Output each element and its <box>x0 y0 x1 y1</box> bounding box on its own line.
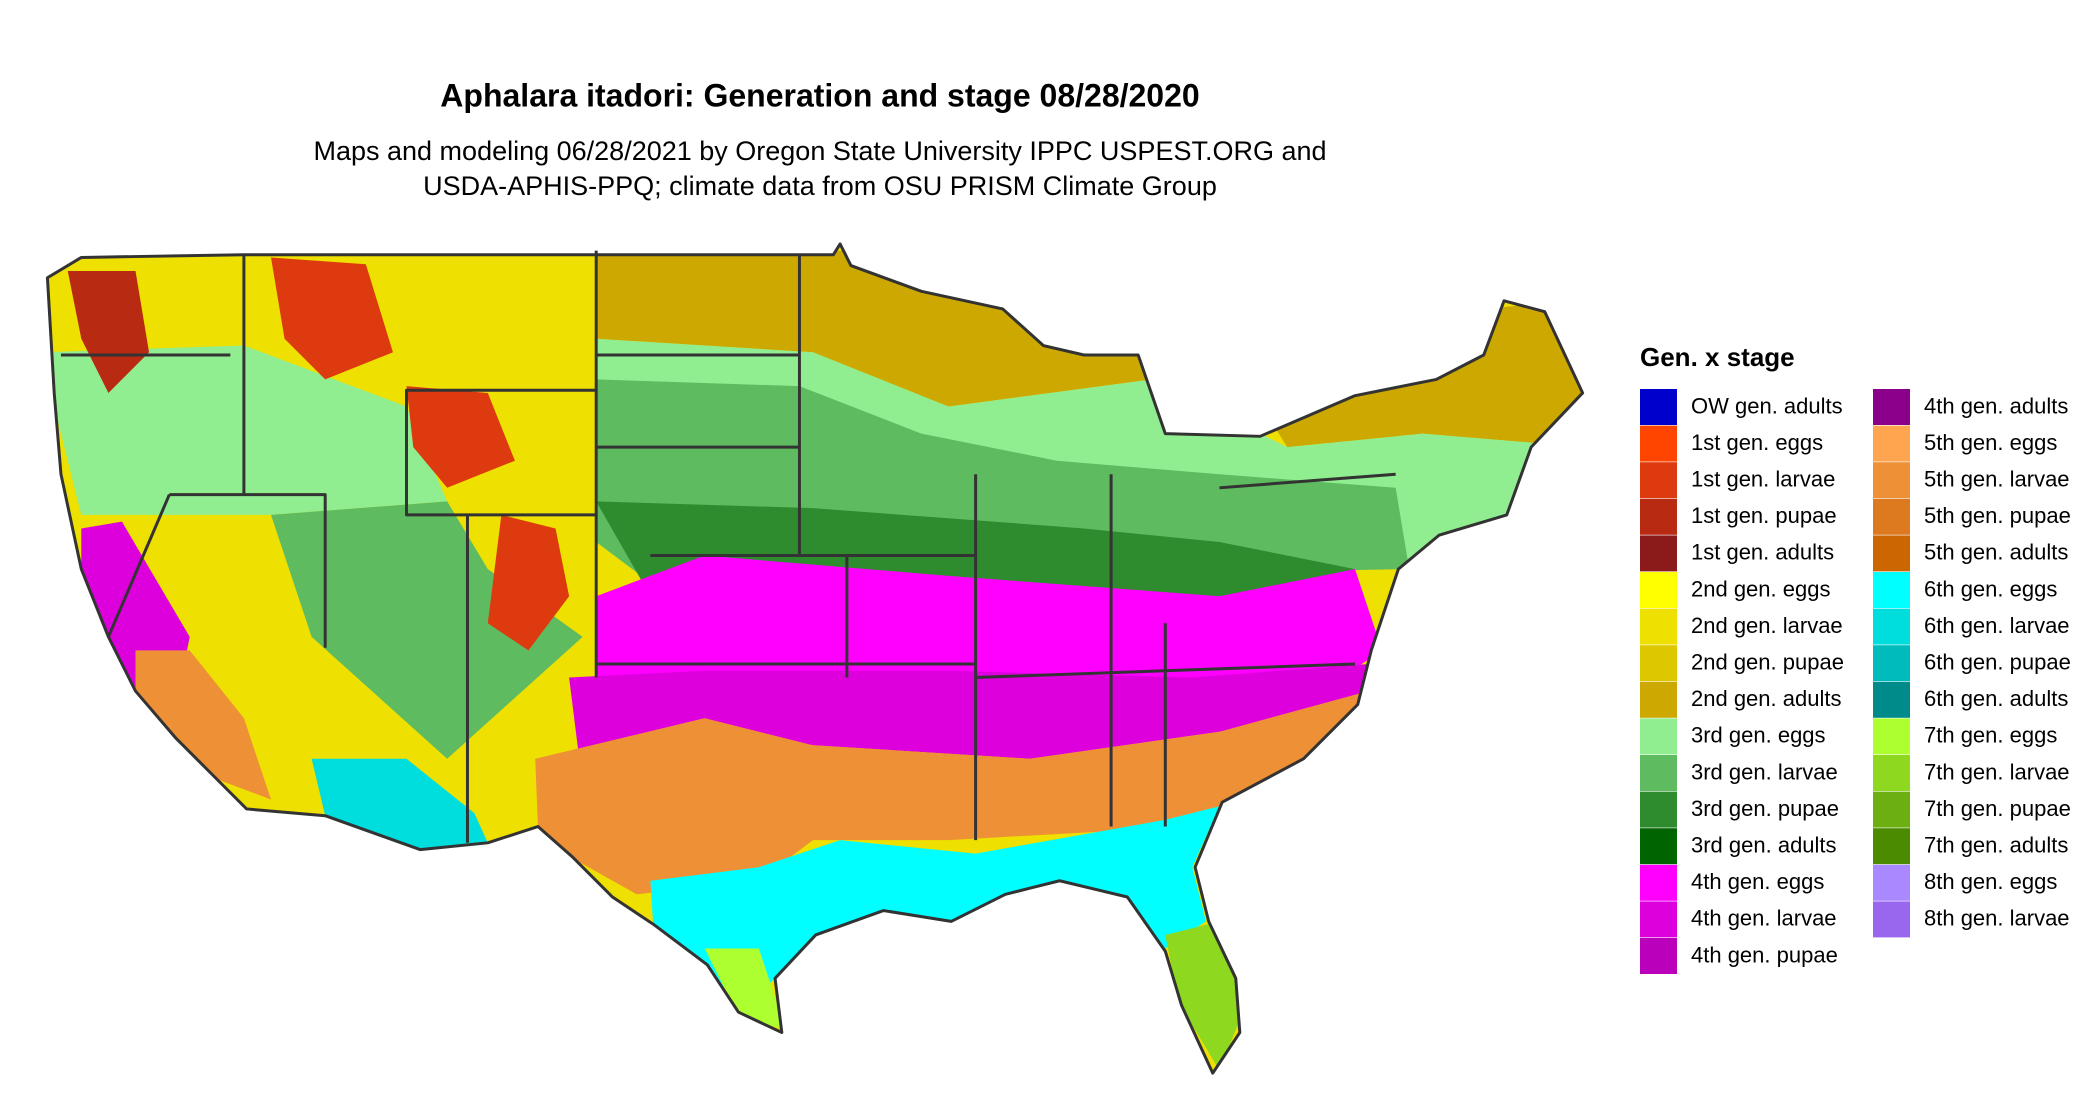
legend-label: 1st gen. eggs <box>1691 430 1823 455</box>
legend-label: 2nd gen. larvae <box>1691 613 1843 638</box>
legend-label: 3rd gen. pupae <box>1691 796 1839 821</box>
legend-label: 6th gen. pupae <box>1924 650 2071 675</box>
legend-label: 3rd gen. eggs <box>1691 723 1826 748</box>
legend-swatch <box>1640 389 1677 425</box>
legend-label: 4th gen. larvae <box>1691 906 1837 931</box>
legend-swatch <box>1873 389 1910 425</box>
zone <box>311 758 488 850</box>
legend-swatch <box>1640 608 1677 645</box>
state-borders <box>60 250 1396 843</box>
legend-swatch <box>1873 791 1910 828</box>
legend-swatch <box>1640 938 1677 974</box>
legend-label: 1st gen. adults <box>1691 540 1834 565</box>
legend-swatch <box>1873 645 1910 682</box>
legend-swatch <box>1640 535 1677 572</box>
legend-swatch <box>1873 828 1910 865</box>
zone <box>67 271 150 393</box>
legend-label: 4th gen. pupae <box>1691 942 1838 967</box>
legend-label: 7th gen. larvae <box>1924 759 2070 784</box>
legend-label: 8th gen. eggs <box>1924 869 2057 894</box>
legend-label: 7th gen. pupae <box>1924 796 2071 821</box>
legend-label: OW gen. adults <box>1691 393 1843 418</box>
legend-label: 3rd gen. adults <box>1691 833 1837 858</box>
legend-swatch <box>1873 608 1910 645</box>
legend-label: 5th gen. larvae <box>1924 467 2070 492</box>
legend-label: 5th gen. eggs <box>1924 430 2057 455</box>
zone <box>704 948 786 1030</box>
us-outline <box>45 242 1585 1075</box>
legend-swatch <box>1873 425 1910 462</box>
legend: OW gen. adults 1st gen. eggs 1st gen. larv… <box>1640 389 2071 974</box>
legend-swatch <box>1873 901 1910 938</box>
zone <box>271 257 393 380</box>
legend-swatch <box>1873 718 1910 755</box>
legend-title: Gen. x stage <box>1640 342 1795 372</box>
zone <box>135 650 271 800</box>
legend-label: 7th gen. adults <box>1924 833 2068 858</box>
legend-swatch <box>1640 901 1677 938</box>
legend-swatch <box>1873 755 1910 791</box>
legend-swatch <box>1640 462 1677 499</box>
zone <box>487 514 570 651</box>
legend-swatch <box>1640 864 1677 901</box>
legend-label: 6th gen. adults <box>1924 686 2068 711</box>
legend-swatch <box>1640 755 1677 791</box>
legend-label: 1st gen. pupae <box>1691 503 1837 528</box>
legend-swatch <box>1640 425 1677 462</box>
legend-label: 3rd gen. larvae <box>1691 759 1838 784</box>
legend-label: 4th gen. adults <box>1924 393 2068 418</box>
zone <box>1219 298 1583 448</box>
legend-swatch <box>1873 535 1910 572</box>
map-title: Aphalara itadori: Generation and stage 0… <box>440 77 1199 113</box>
legend-label: 1st gen. larvae <box>1691 467 1835 492</box>
zone <box>596 555 1383 705</box>
legend-swatch <box>1640 791 1677 828</box>
legend-label: 5th gen. pupae <box>1924 503 2071 528</box>
map-subtitle: Maps and modeling 06/28/2021 by Oregon S… <box>313 136 1326 166</box>
legend-label: 5th gen. adults <box>1924 540 2068 565</box>
legend-label: 2nd gen. adults <box>1691 686 1841 711</box>
map <box>45 242 1585 1075</box>
zone <box>650 806 1220 1013</box>
legend-label: 7th gen. eggs <box>1924 723 2057 748</box>
legend-label: 2nd gen. pupae <box>1691 650 1844 675</box>
legend-swatch <box>1640 681 1677 718</box>
zone <box>569 663 1369 786</box>
legend-swatch <box>1640 828 1677 865</box>
legend-label: 2nd gen. eggs <box>1691 576 1830 601</box>
zone <box>535 691 1369 895</box>
legend-swatch <box>1873 572 1910 608</box>
legend-swatch <box>1873 681 1910 718</box>
legend-swatch <box>1873 864 1910 901</box>
legend-swatch <box>1640 498 1677 535</box>
legend-label: 6th gen. larvae <box>1924 613 2070 638</box>
legend-label: 8th gen. larvae <box>1924 906 2070 931</box>
legend-swatch <box>1873 462 1910 499</box>
zone <box>406 386 515 488</box>
legend-swatch <box>1640 718 1677 755</box>
legend-swatch <box>1640 645 1677 682</box>
legend-label: 4th gen. eggs <box>1691 869 1824 894</box>
legend-swatch <box>1873 498 1910 535</box>
legend-swatch <box>1640 572 1677 608</box>
zone <box>271 501 583 759</box>
legend-label: 6th gen. eggs <box>1924 576 2057 601</box>
map-subtitle: USDA-APHIS-PPQ; climate data from OSU PR… <box>423 171 1217 201</box>
